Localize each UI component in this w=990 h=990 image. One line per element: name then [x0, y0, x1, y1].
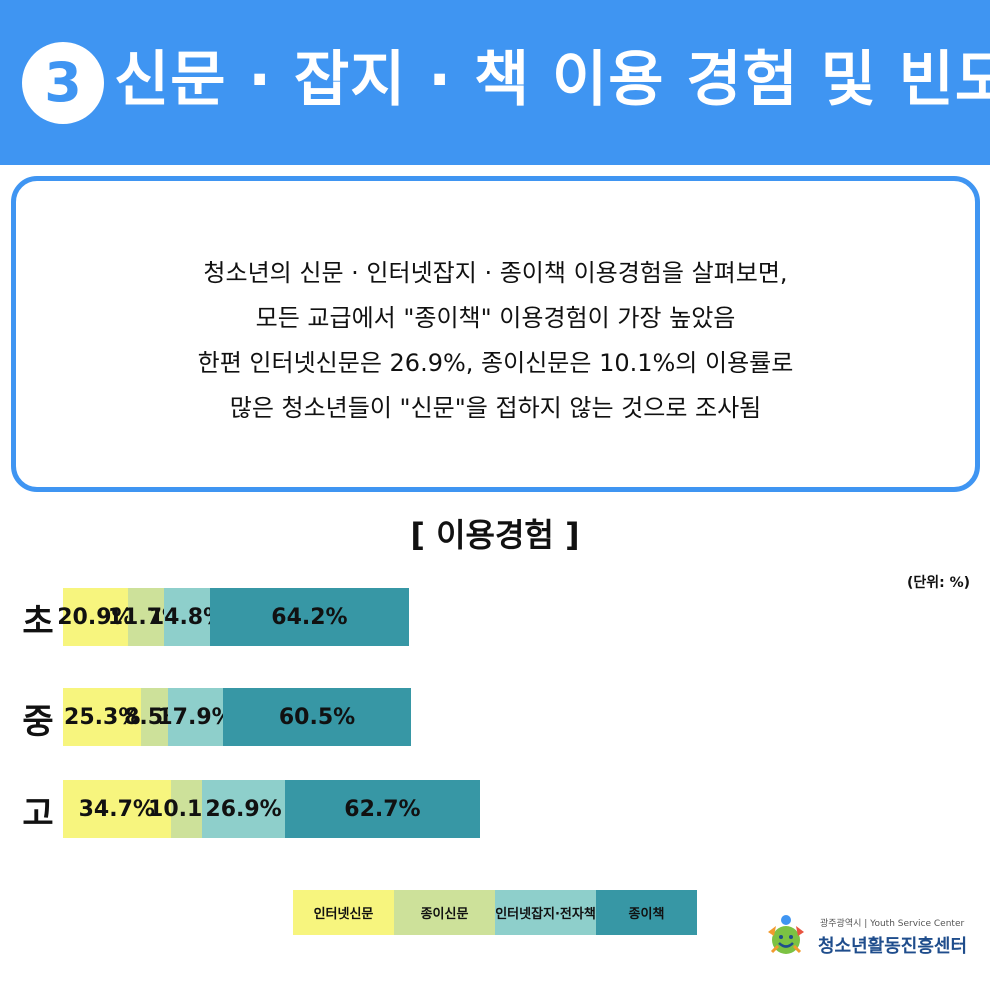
- logo-mark-icon: [768, 915, 804, 954]
- page-title: 신문 · 잡지 · 책 이용 경험 및 빈도: [114, 45, 990, 115]
- bar-segment: 26.9%: [201, 780, 286, 838]
- logo-name: 청소년활동진흥센터: [818, 936, 968, 957]
- summary-text: 청소년의 신문 · 인터넷잡지 · 종이책 이용경험을 살펴보면, 모든 교급에서…: [16, 251, 975, 431]
- bar-segment: 25.3%: [63, 688, 142, 746]
- unit-label: (단위: %): [906, 575, 970, 591]
- data-label: 60.5%: [278, 704, 356, 730]
- data-label: 26.9%: [205, 796, 282, 822]
- header-banner: 3 신문 · 잡지 · 책 이용 경험 및 빈도: [0, 0, 990, 165]
- legend-item: 종이신문: [394, 890, 495, 935]
- bar-segment: 14.8%: [149, 588, 225, 646]
- bar-segment: 20.9%: [57, 588, 134, 646]
- category-label: 초: [22, 602, 54, 642]
- bar-segment: 17.9%: [157, 688, 234, 746]
- chart-title: [ 이용경험 ]: [410, 516, 580, 554]
- org-logo: 광주광역시 | Youth Service Center 청소년활동진흥센터: [762, 910, 977, 970]
- section-number-badge: 3: [22, 42, 104, 124]
- bar-segment: 64.2%: [209, 588, 409, 646]
- summary-line: 많은 청소년들이 "신문"을 접하지 않는 것으로 조사됨: [229, 394, 762, 422]
- summary-line: 한편 인터넷신문은 26.9%, 종이신문은 10.1%의 이용률로: [197, 349, 794, 377]
- data-label: 34.7%: [78, 796, 155, 822]
- data-label: 25.3%: [64, 704, 141, 730]
- summary-line: 모든 교급에서 "종이책" 이용경험이 가장 높았음: [255, 304, 736, 332]
- legend-item: 종이책: [596, 890, 697, 935]
- bar-segment: 10.1%: [148, 780, 224, 838]
- legend-item: 인터넷신문: [293, 890, 394, 935]
- data-label: 17.9%: [157, 704, 234, 730]
- data-label: 20.9%: [57, 604, 134, 630]
- summary-line: 청소년의 신문 · 인터넷잡지 · 종이책 이용경험을 살펴보면,: [203, 259, 788, 287]
- bar-segment: 60.5%: [223, 688, 411, 746]
- legend: 인터넷신문 종이신문 인터넷잡지·전자책 종이책: [293, 890, 697, 935]
- category-label: 중: [22, 702, 54, 742]
- data-label: 62.7%: [344, 796, 421, 822]
- bar-segment: 34.7%: [63, 780, 171, 838]
- data-label: 64.2%: [271, 604, 348, 630]
- legend-item: 인터넷잡지·전자책: [495, 890, 596, 935]
- summary-box: 청소년의 신문 · 인터넷잡지 · 종이책 이용경험을 살펴보면, 모든 교급에서…: [11, 176, 980, 492]
- bar-segment: 62.7%: [285, 780, 480, 838]
- category-label: 고: [22, 794, 54, 834]
- logo-subtitle: 광주광역시 | Youth Service Center: [820, 919, 965, 929]
